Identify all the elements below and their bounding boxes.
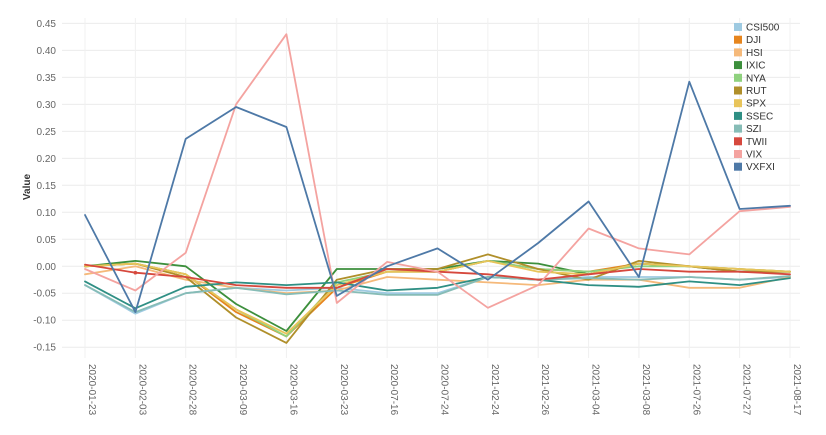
x-tick-label: 2020-03-16 xyxy=(287,364,298,416)
x-tick-label: 2021-07-26 xyxy=(690,364,701,416)
x-tick-label: 2020-03-23 xyxy=(338,364,349,416)
legend-swatch-szi xyxy=(734,124,742,133)
legend-label-ssec: SSEC xyxy=(746,111,773,122)
y-tick-label: 0.05 xyxy=(37,235,57,246)
x-tick-label: 2020-07-16 xyxy=(388,364,399,416)
y-tick-label: 0.25 xyxy=(37,127,57,138)
legend-swatch-rut xyxy=(734,86,742,95)
y-tick-label: 0.10 xyxy=(37,208,57,219)
y-axis-title: Value xyxy=(22,174,33,201)
y-tick-label: -0.15 xyxy=(33,343,56,354)
legend-label-dji: DJI xyxy=(746,35,761,46)
legend-swatch-ssec xyxy=(734,111,742,120)
legend-swatch-vxfxi xyxy=(734,162,742,171)
series-point-twii xyxy=(133,270,138,275)
x-tick-label: 2020-01-23 xyxy=(86,364,97,416)
series-line-hsi xyxy=(84,265,791,295)
x-axis: 2020-01-23 2020-02-03 2020-02-28 2020-03-09… xyxy=(86,364,802,416)
x-tick-label: 2021-03-04 xyxy=(590,364,601,416)
legend-label-nya: NYA xyxy=(746,73,766,84)
x-tick-label: 2020-02-28 xyxy=(187,364,198,416)
y-tick-label: -0.10 xyxy=(33,316,56,327)
y-axis: -0.15 -0.10 -0.05 0.00 0.05 0.10 0.15 0.20 0.25 0… xyxy=(33,19,56,354)
series-line-vxfxi xyxy=(84,80,791,314)
legend-label-rut: RUT xyxy=(746,86,767,97)
legend-swatch-ixic xyxy=(734,61,742,70)
legend-swatch-vix xyxy=(734,150,742,158)
y-tick-label: 0.00 xyxy=(37,262,57,273)
legend-swatch-csi500 xyxy=(734,23,742,31)
legend-swatch-twii xyxy=(734,137,742,146)
x-tick-label: 2020-07-24 xyxy=(439,364,450,416)
series-line-vix xyxy=(84,33,791,309)
legend-label-ixic: IXIC xyxy=(746,61,765,72)
legend-label-vxfxi: VXFXI xyxy=(746,162,775,173)
x-tick-label: 2021-02-26 xyxy=(539,364,550,416)
y-tick-label: 0.15 xyxy=(37,181,57,192)
legend-swatch-dji xyxy=(734,35,742,44)
grid-layer xyxy=(62,18,800,358)
legend-swatch-hsi xyxy=(734,48,742,57)
legend-label-szi: SZI xyxy=(746,124,762,135)
y-tick-label: 0.45 xyxy=(37,19,57,30)
legend-label-csi500: CSI500 xyxy=(746,23,780,34)
x-tick-label: 2021-03-08 xyxy=(640,364,651,416)
series-layer xyxy=(84,33,791,344)
legend-label-twii: TWII xyxy=(746,137,767,148)
y-tick-label: -0.05 xyxy=(33,289,56,300)
y-tick-label: 0.20 xyxy=(37,154,57,165)
y-tick-label: 0.30 xyxy=(37,100,57,111)
x-tick-label: 2021-07-27 xyxy=(741,364,752,416)
x-tick-label: 2020-03-09 xyxy=(237,364,248,416)
x-tick-label: 2020-02-03 xyxy=(136,364,147,416)
x-tick-label: 2021-08-17 xyxy=(791,364,802,416)
series-line-ssec xyxy=(84,276,791,310)
legend-swatch-spx xyxy=(734,99,742,108)
x-tick-label: 2021-02-24 xyxy=(489,364,500,416)
legend-label-vix: VIX xyxy=(746,150,762,161)
legend-label-spx: SPX xyxy=(746,99,766,110)
series-line-szi xyxy=(84,275,791,314)
legend-swatch-nya xyxy=(734,73,742,82)
y-tick-label: 0.35 xyxy=(37,73,57,84)
legend-label-hsi: HSI xyxy=(746,48,763,59)
y-tick-label: 0.40 xyxy=(37,46,57,57)
